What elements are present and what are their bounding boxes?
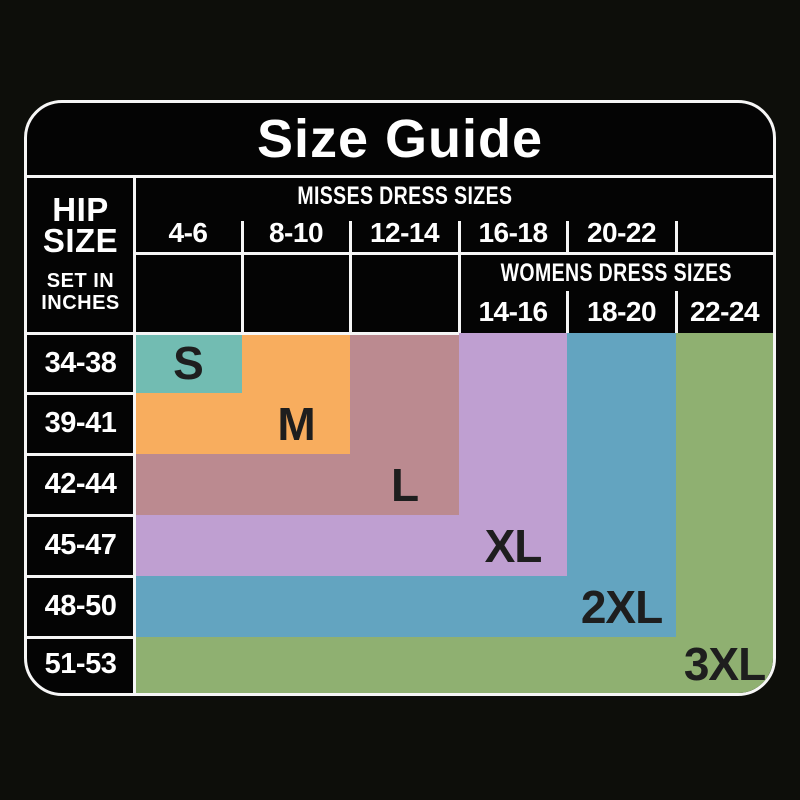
grid-line (27, 575, 134, 578)
hip-row-39-41: 39-41 (44, 407, 117, 439)
grid-line (133, 175, 136, 693)
size-letter-s: S (173, 337, 204, 389)
womens-dress-sizes-header: WOMENS DRESS SIZES (459, 255, 773, 291)
size-letter-xl: XL (484, 519, 543, 572)
hip-row-42-44: 42-44 (44, 468, 117, 500)
grid-line (241, 221, 244, 333)
size-guide-card: Size Guide S M L XL 2XL 3XL HIP (24, 100, 776, 696)
size-letter-3xl: 3XL (683, 638, 766, 690)
grid-line (566, 221, 569, 253)
hip-header-line4: INCHES (41, 292, 120, 314)
grid-line (27, 514, 134, 517)
womens-header-text: WOMENS DRESS SIZES (500, 258, 732, 287)
hip-row-45-47: 45-47 (44, 529, 117, 561)
hip-header-line1: HIP (52, 191, 109, 228)
hip-row-48-50: 48-50 (44, 590, 117, 622)
misses-dress-sizes-header: MISSES DRESS SIZES (134, 177, 676, 215)
hip-row-51-53: 51-53 (44, 647, 117, 680)
misses-col-16-18: 16-18 (478, 217, 548, 248)
grid-line (27, 392, 134, 395)
grid-line (349, 221, 352, 333)
misses-col-12-14: 12-14 (369, 217, 440, 248)
size-letter-2xl: 2XL (580, 580, 663, 633)
grid-line (27, 636, 134, 639)
womens-col-14-16: 14-16 (478, 296, 548, 327)
misses-col-8-10: 8-10 (268, 217, 324, 248)
size-region-s (134, 333, 242, 393)
size-letter-m: M (277, 397, 315, 450)
grid-line (458, 221, 461, 333)
misses-col-20-22: 20-22 (586, 217, 657, 248)
grid-line (27, 175, 773, 178)
page-title: Size Guide (256, 109, 544, 169)
size-letter-l: L (390, 458, 419, 511)
grid-line (27, 453, 134, 456)
grid-line (27, 332, 459, 335)
grid-line (134, 252, 773, 255)
grid-line (566, 291, 569, 333)
grid-line (675, 291, 678, 333)
hip-header-line2: SIZE (42, 222, 119, 259)
womens-col-22-24: 22-24 (689, 296, 760, 327)
hip-row-34-38: 34-38 (44, 346, 117, 379)
womens-col-18-20: 18-20 (586, 296, 657, 327)
grid-line (675, 221, 678, 253)
hip-size-header: HIP SIZE SET IN INCHES (27, 175, 134, 333)
misses-col-4-6: 4-6 (168, 217, 208, 248)
misses-header-text: MISSES DRESS SIZES (297, 181, 513, 210)
hip-header-line3: SET IN (46, 270, 115, 292)
